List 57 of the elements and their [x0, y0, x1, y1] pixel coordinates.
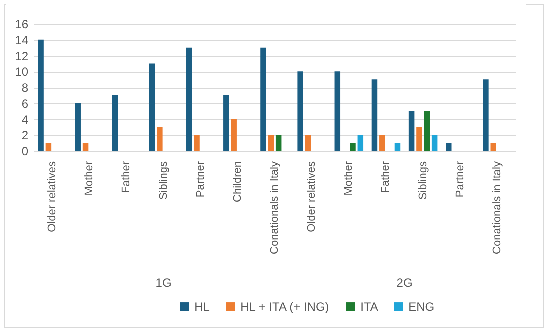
bar — [358, 135, 364, 151]
y-tick-label: 4 — [22, 112, 29, 127]
x-tick-label: Mother — [84, 161, 96, 196]
legend-label: ENG — [408, 300, 435, 314]
x-tick-label: Father — [380, 161, 392, 194]
x-tick-label: Siblings — [417, 161, 430, 200]
bar — [394, 143, 401, 151]
x-tick-label: Older relatives — [46, 161, 59, 232]
bar — [231, 119, 237, 151]
x-tick-label: Older relatives — [306, 161, 318, 232]
y-tick-label: 10 — [15, 65, 29, 80]
bar — [416, 127, 422, 151]
bar — [446, 143, 452, 151]
x-tick-label: Mother — [343, 161, 356, 196]
bar — [483, 80, 489, 151]
y-tick-label: 6 — [22, 96, 29, 111]
text: 1G — [156, 276, 172, 290]
bar — [149, 64, 156, 151]
bar — [46, 143, 52, 151]
bar — [82, 143, 89, 151]
x-tick-label: Siblings — [158, 161, 170, 200]
bar — [75, 103, 81, 151]
bar — [260, 48, 266, 151]
x-tick-label: Partner — [194, 161, 207, 198]
bar — [372, 80, 378, 151]
bar — [186, 48, 192, 151]
bar — [380, 135, 386, 151]
bar — [224, 95, 230, 151]
bar — [334, 72, 341, 151]
x-tick-label: Conationals in Italy — [269, 161, 281, 254]
bar — [408, 111, 415, 151]
bar — [38, 40, 44, 151]
y-tick-label: 8 — [22, 81, 29, 95]
x-tick-label: Children — [232, 162, 244, 202]
y-tick-label: 16 — [15, 18, 29, 32]
bar — [194, 135, 200, 151]
y-tick-label: 2 — [22, 128, 29, 143]
y-tick-label: 12 — [15, 49, 29, 64]
bar — [350, 143, 356, 151]
bar — [490, 143, 497, 151]
text: 2G — [396, 276, 413, 290]
y-tick-label: 14 — [15, 33, 29, 48]
bar — [268, 135, 274, 151]
bar — [424, 111, 430, 151]
x-tick-label: Conationals in Italy — [491, 161, 504, 254]
x-tick-label: Father — [120, 161, 133, 194]
legend-label: HL + ITA (+ ING) — [240, 300, 330, 314]
bar — [112, 95, 118, 151]
bar — [157, 127, 163, 151]
bar — [276, 135, 282, 151]
bar — [432, 135, 438, 151]
legend-label: ITA — [360, 300, 378, 314]
bar — [298, 72, 304, 151]
y-tick-label: 0 — [22, 144, 29, 158]
x-tick-label: Partner — [454, 161, 466, 198]
legend-label: HL — [194, 300, 210, 314]
bar — [305, 135, 312, 151]
